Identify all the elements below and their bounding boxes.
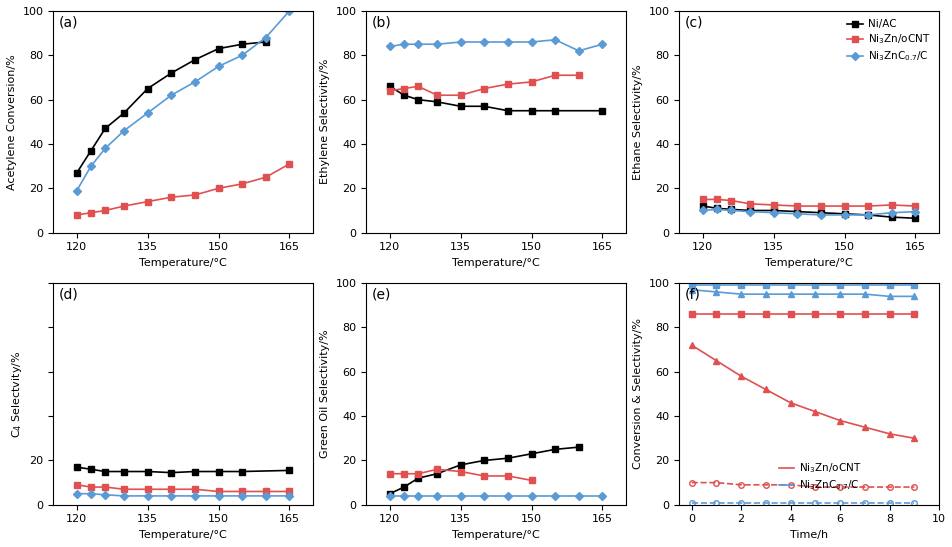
Ni$_3$ZnC$_{0.7}$/C (710, 206, 722, 213)
Line: Ni/AC: Ni/AC (700, 203, 917, 221)
Ni$_3$Zn/oCNT (791, 203, 803, 210)
Ni/AC (710, 205, 722, 212)
X-axis label: Temperature/°C: Temperature/°C (139, 530, 227, 540)
Y-axis label: Conversion & Selectivity/%: Conversion & Selectivity/% (632, 318, 643, 469)
Ni$_3$ZnC$_{0.7}$/C (697, 207, 708, 214)
Ni$_3$Zn/oCNT (767, 202, 779, 208)
Ni$_3$Zn/oCNT (744, 201, 755, 207)
Ni/AC (909, 215, 921, 222)
Ni/AC (838, 211, 849, 217)
X-axis label: Temperature/°C: Temperature/°C (764, 258, 852, 268)
Ni$_3$ZnC$_{0.7}$/C (838, 212, 849, 218)
Line: Ni$_3$Zn/oCNT: Ni$_3$Zn/oCNT (700, 196, 917, 209)
Ni$_3$ZnC$_{0.7}$/C (724, 207, 736, 214)
Ni$_3$ZnC$_{0.7}$/C (791, 211, 803, 217)
Y-axis label: Green Oil Selectivity/%: Green Oil Selectivity/% (320, 330, 329, 458)
Ni$_3$Zn/oCNT (710, 196, 722, 203)
X-axis label: Temperature/°C: Temperature/°C (139, 258, 227, 268)
Ni/AC (724, 206, 736, 213)
Ni/AC (697, 203, 708, 210)
Ni$_3$Zn/oCNT (697, 196, 708, 203)
Ni/AC (885, 214, 897, 220)
Ni$_3$ZnC$_{0.7}$/C (767, 210, 779, 216)
Ni$_3$Zn/oCNT (862, 203, 873, 210)
Text: (a): (a) (58, 15, 78, 30)
X-axis label: Time/h: Time/h (789, 530, 827, 540)
Text: (d): (d) (58, 288, 78, 301)
Legend: Ni/AC, Ni$_3$Zn/oCNT, Ni$_3$ZnC$_{0.7}$/C: Ni/AC, Ni$_3$Zn/oCNT, Ni$_3$ZnC$_{0.7}$/… (843, 16, 933, 66)
Ni$_3$ZnC$_{0.7}$/C (744, 208, 755, 215)
Text: (c): (c) (684, 15, 703, 30)
Ni$_3$Zn/oCNT (724, 197, 736, 204)
Ni$_3$Zn/oCNT (814, 203, 825, 210)
Ni/AC (862, 212, 873, 218)
Ni/AC (791, 208, 803, 215)
Text: (b): (b) (371, 15, 390, 30)
Y-axis label: Ethane Selectivity/%: Ethane Selectivity/% (632, 64, 643, 179)
Ni$_3$Zn/oCNT (885, 202, 897, 208)
Y-axis label: C$_4$ Selectvity/%: C$_4$ Selectvity/% (10, 350, 24, 438)
Line: Ni$_3$ZnC$_{0.7}$/C: Ni$_3$ZnC$_{0.7}$/C (700, 207, 917, 218)
Ni$_3$Zn/oCNT (838, 203, 849, 210)
Ni$_3$ZnC$_{0.7}$/C (909, 208, 921, 215)
Ni/AC (767, 207, 779, 214)
X-axis label: Temperature/°C: Temperature/°C (452, 530, 540, 540)
Ni$_3$ZnC$_{0.7}$/C (885, 210, 897, 216)
Text: (f): (f) (684, 288, 700, 301)
Ni$_3$Zn/oCNT (909, 203, 921, 210)
Y-axis label: Ethylene Selectivity/%: Ethylene Selectivity/% (320, 59, 329, 184)
Ni$_3$ZnC$_{0.7}$/C (862, 212, 873, 218)
Ni$_3$ZnC$_{0.7}$/C (814, 212, 825, 218)
Text: (e): (e) (371, 288, 390, 301)
Legend: Ni$_3$Zn/oCNT, Ni$_3$ZnC$_{0.7}$/C: Ni$_3$Zn/oCNT, Ni$_3$ZnC$_{0.7}$/C (775, 458, 864, 495)
Ni/AC (814, 210, 825, 216)
Ni/AC (744, 207, 755, 214)
Y-axis label: Acetylene Conversion/%: Acetylene Conversion/% (7, 54, 17, 190)
X-axis label: Temperature/°C: Temperature/°C (452, 258, 540, 268)
